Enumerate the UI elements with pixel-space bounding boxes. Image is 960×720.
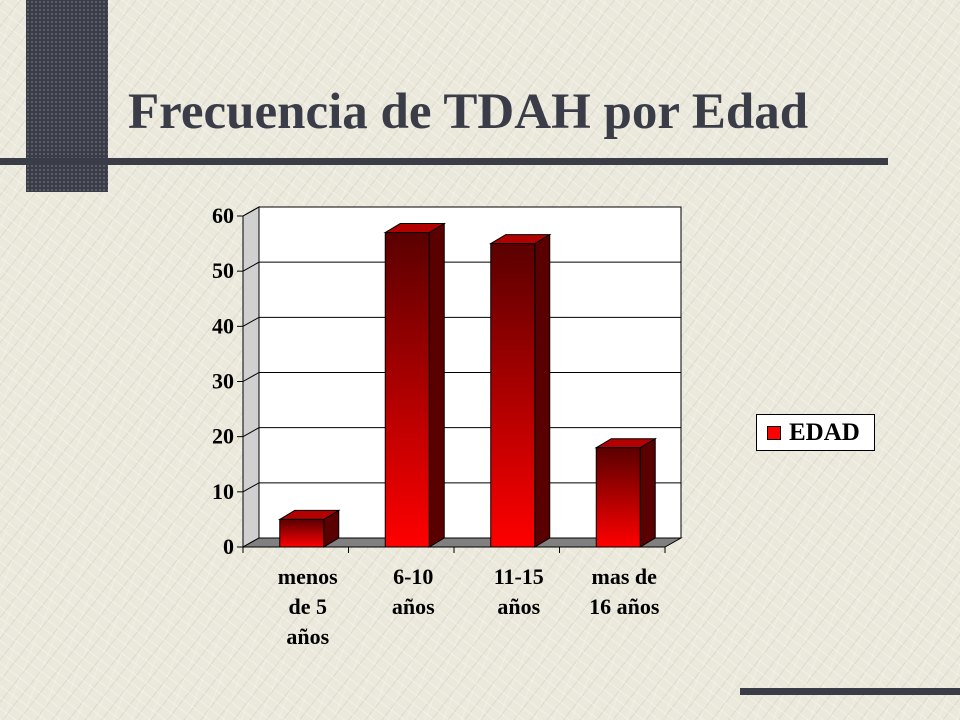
legend-swatch xyxy=(767,425,781,440)
bar-front xyxy=(490,243,536,548)
bar xyxy=(594,437,658,548)
title-divider xyxy=(0,158,888,165)
y-tick-label: 20 xyxy=(212,424,234,449)
bar xyxy=(383,222,447,548)
x-tick-label: 11-15 años xyxy=(494,564,544,619)
bar-front xyxy=(279,518,325,548)
bar-side xyxy=(639,437,656,548)
legend-label: EDAD xyxy=(789,418,860,446)
chart-legend: EDAD xyxy=(756,414,875,451)
slide-title: Frecuencia de TDAH por Edad xyxy=(128,84,809,140)
bar-front xyxy=(384,232,430,548)
bar-front xyxy=(595,447,641,548)
y-tick-label: 50 xyxy=(212,258,234,283)
x-tick-label: 6-10 años xyxy=(392,564,435,619)
x-tick-label: mas de 16 años xyxy=(589,564,660,619)
gridline xyxy=(242,206,681,217)
y-tick-label: 30 xyxy=(212,369,234,394)
bar xyxy=(488,233,552,548)
y-tick-label: 10 xyxy=(212,479,234,504)
bar xyxy=(277,509,341,548)
x-tick-label: menos de 5 años xyxy=(278,564,338,649)
y-tick-label: 60 xyxy=(212,203,234,228)
bottom-divider xyxy=(740,688,960,695)
bar-side xyxy=(428,222,445,548)
y-tick-label: 0 xyxy=(223,534,234,559)
bar-side xyxy=(534,233,551,548)
y-tick-label: 40 xyxy=(212,313,234,338)
